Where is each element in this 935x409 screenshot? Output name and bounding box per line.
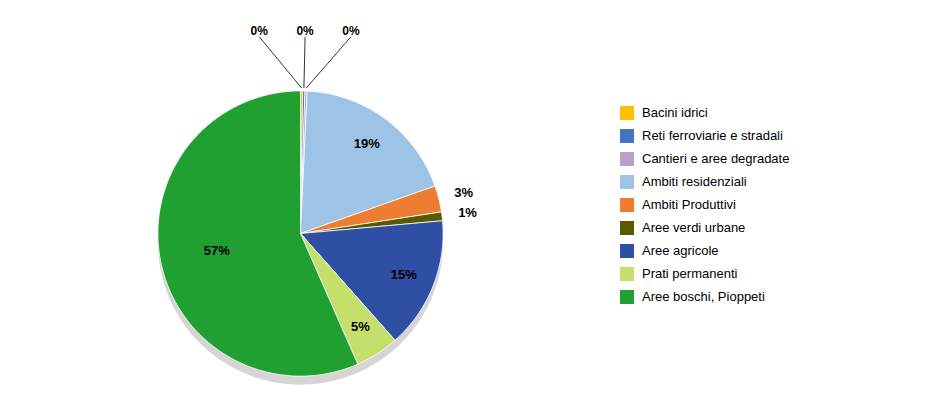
svg-text:57%: 57% xyxy=(204,243,230,258)
html-text:Cantieri e aree degradate: Cantieri e aree degradate xyxy=(642,151,790,166)
html-text:Reti ferroviarie e stradali: Reti ferroviarie e stradali xyxy=(642,128,783,143)
svg-text:3%: 3% xyxy=(454,185,473,200)
html-text:Aree boschi, Pioppeti: Aree boschi, Pioppeti xyxy=(642,289,765,304)
svg-text:0%: 0% xyxy=(296,24,314,38)
html-text:Aree verdi urbane: Aree verdi urbane xyxy=(642,220,746,235)
html-text:Aree agricole: Aree agricole xyxy=(642,243,719,258)
svg-text:1%: 1% xyxy=(458,205,477,220)
html-text:Bacini idrici: Bacini idrici xyxy=(642,105,708,120)
html-text:Ambiti residenziali: Ambiti residenziali xyxy=(642,174,747,189)
svg-text:0%: 0% xyxy=(251,24,269,38)
html-text:Ambiti Produttivi: Ambiti Produttivi xyxy=(642,197,736,212)
svg-text:0%: 0% xyxy=(342,24,360,38)
svg-text:5%: 5% xyxy=(351,319,370,334)
svg-text:19%: 19% xyxy=(354,136,380,151)
svg-text:15%: 15% xyxy=(391,267,417,282)
html-text:Prati permanenti: Prati permanenti xyxy=(642,266,738,281)
